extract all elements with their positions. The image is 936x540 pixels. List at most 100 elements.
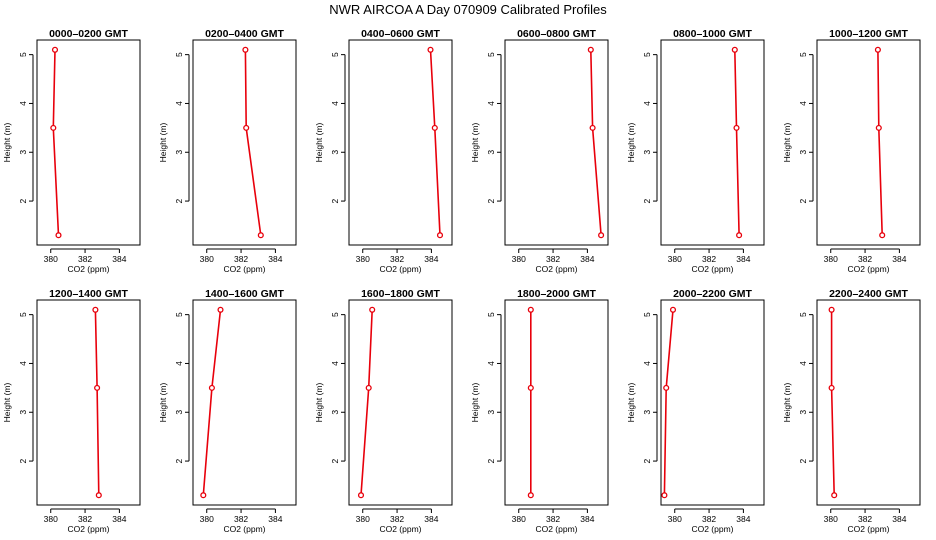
x-tick-label: 384 xyxy=(580,254,594,264)
y-axis-label: Height (m) xyxy=(314,383,324,423)
y-tick-label: 3 xyxy=(330,410,340,415)
data-point xyxy=(369,306,376,313)
panel-title: 1600–1800 GMT xyxy=(361,288,440,300)
plot-frame xyxy=(348,39,453,246)
x-axis-label: CO2 (ppm) xyxy=(223,264,265,274)
data-point xyxy=(427,46,434,53)
series-line xyxy=(360,309,373,496)
x-tick-label: 380 xyxy=(824,254,838,264)
y-tick-label: 3 xyxy=(798,410,808,415)
series-line xyxy=(830,309,835,496)
data-point xyxy=(669,306,677,313)
y-tick-label: 4 xyxy=(798,361,808,366)
x-tick-label: 380 xyxy=(44,514,58,524)
y-tick-label: 4 xyxy=(330,101,340,106)
data-point xyxy=(589,124,596,131)
data-point xyxy=(661,492,668,499)
x-tick-label: 380 xyxy=(44,254,58,264)
x-tick-label: 380 xyxy=(512,254,526,264)
y-tick-label: 4 xyxy=(798,101,808,106)
data-point xyxy=(598,232,605,239)
x-tick-label: 380 xyxy=(512,514,526,524)
y-tick-label: 5 xyxy=(330,52,340,57)
series-line xyxy=(877,49,883,236)
plot-frame xyxy=(816,39,921,246)
y-tick-label: 2 xyxy=(642,458,652,463)
y-tick-label: 2 xyxy=(330,458,340,463)
y-tick-label: 2 xyxy=(174,198,184,203)
y-tick-label: 2 xyxy=(642,198,652,203)
y-axis-label: Height (m) xyxy=(470,123,480,163)
y-tick-label: 3 xyxy=(18,410,28,415)
data-point xyxy=(51,46,59,53)
series-line xyxy=(429,49,441,236)
y-tick-label: 5 xyxy=(174,52,184,57)
data-point xyxy=(874,46,881,53)
data-point xyxy=(208,384,215,391)
y-tick-label: 4 xyxy=(642,101,652,106)
y-tick-label: 5 xyxy=(18,312,28,317)
x-tick-label: 380 xyxy=(356,514,370,524)
y-tick-label: 5 xyxy=(642,52,652,57)
panel-title: 0600–0800 GMT xyxy=(517,28,596,40)
y-tick-label: 5 xyxy=(174,312,184,317)
y-axis-label: Height (m) xyxy=(782,383,792,423)
x-axis-label: CO2 (ppm) xyxy=(691,264,733,274)
x-axis-label: CO2 (ppm) xyxy=(691,524,733,534)
y-tick-label: 3 xyxy=(330,150,340,155)
y-axis-label: Height (m) xyxy=(158,123,168,163)
y-tick-label: 3 xyxy=(798,150,808,155)
y-axis-label: Height (m) xyxy=(2,383,12,423)
plot-frame xyxy=(36,39,141,246)
data-point xyxy=(217,306,224,313)
data-point xyxy=(828,306,835,313)
x-tick-label: 384 xyxy=(112,514,126,524)
data-point xyxy=(875,124,882,131)
y-axis-label: Height (m) xyxy=(2,123,12,163)
x-axis-label: CO2 (ppm) xyxy=(535,524,577,534)
panel-title: 0200–0400 GMT xyxy=(205,28,284,40)
plot-frame xyxy=(504,299,609,506)
data-point xyxy=(243,124,250,131)
x-tick-label: 384 xyxy=(736,514,750,524)
panel-title: 0000–0200 GMT xyxy=(49,28,128,40)
x-tick-label: 382 xyxy=(390,254,404,264)
data-point xyxy=(431,124,438,131)
data-point xyxy=(733,124,740,131)
data-point xyxy=(663,384,670,391)
y-tick-label: 4 xyxy=(330,361,340,366)
x-tick-label: 380 xyxy=(668,514,682,524)
series-line xyxy=(244,49,262,236)
x-axis-label: CO2 (ppm) xyxy=(379,264,421,274)
y-tick-label: 2 xyxy=(174,458,184,463)
panel-title: 1200–1400 GMT xyxy=(49,288,128,300)
x-axis-label: CO2 (ppm) xyxy=(379,524,421,534)
y-tick-label: 5 xyxy=(18,52,28,57)
x-axis-label: CO2 (ppm) xyxy=(535,264,577,274)
y-tick-label: 2 xyxy=(486,198,496,203)
y-tick-label: 3 xyxy=(642,150,652,155)
data-point xyxy=(879,232,886,239)
y-tick-label: 2 xyxy=(330,198,340,203)
y-tick-label: 5 xyxy=(642,312,652,317)
x-tick-label: 382 xyxy=(390,514,404,524)
series-line xyxy=(52,49,60,236)
y-tick-label: 3 xyxy=(174,410,184,415)
x-tick-label: 384 xyxy=(892,254,906,264)
y-tick-label: 3 xyxy=(486,410,496,415)
x-tick-label: 384 xyxy=(424,254,438,264)
data-point xyxy=(50,124,57,131)
x-tick-label: 380 xyxy=(356,254,370,264)
y-tick-label: 5 xyxy=(798,312,808,317)
data-point xyxy=(436,232,444,239)
data-point xyxy=(527,306,534,313)
series-line xyxy=(94,309,100,496)
